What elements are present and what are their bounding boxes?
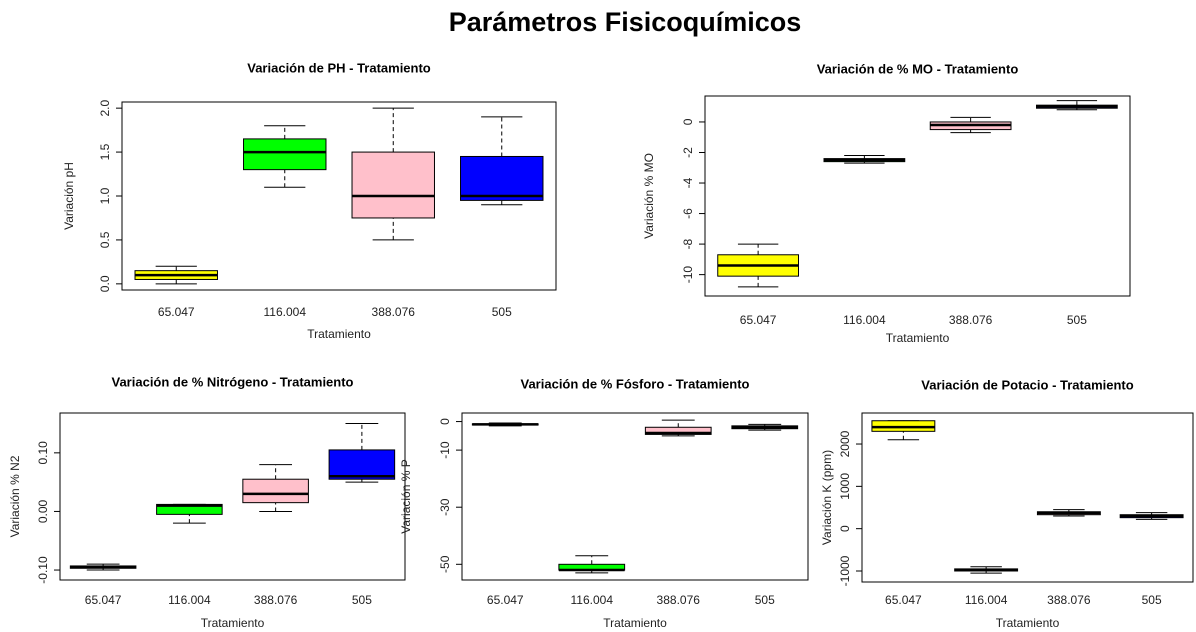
chart-title: Variación de % MO - Tratamiento xyxy=(817,61,1019,76)
y-tick-label: -6 xyxy=(681,208,695,219)
x-tick-label: 116.004 xyxy=(168,593,211,607)
y-tick-label: -1000 xyxy=(838,555,852,586)
y-tick-label: -50 xyxy=(438,555,452,573)
box xyxy=(460,155,544,201)
x-tick-label: 505 xyxy=(1142,593,1162,607)
x-axis-label: Tratamiento xyxy=(307,327,371,341)
x-axis-label: Tratamiento xyxy=(996,616,1060,630)
x-tick-label: 505 xyxy=(755,593,775,607)
plot-frame xyxy=(704,95,1131,297)
plot-frame xyxy=(461,412,809,581)
x-tick-label: 116.004 xyxy=(843,313,886,327)
y-tick-label: -10 xyxy=(681,266,695,284)
x-tick-label: 505 xyxy=(492,305,512,319)
y-axis-label: Variación % N2 xyxy=(8,455,22,537)
x-tick-label: 388.076 xyxy=(949,313,993,327)
y-tick-label: 0.00 xyxy=(36,499,50,523)
x-tick-label: 116.004 xyxy=(264,305,307,319)
x-axis-label: Tratamiento xyxy=(603,616,667,630)
box xyxy=(243,138,327,171)
plot-frame xyxy=(59,412,406,581)
x-tick-label: 505 xyxy=(1067,313,1087,327)
x-tick-label: 65.047 xyxy=(85,593,122,607)
y-axis-label: Variación pH xyxy=(62,162,76,230)
y-tick-label: -30 xyxy=(438,498,452,516)
x-tick-label: 116.004 xyxy=(965,593,1008,607)
y-tick-label: 0.10 xyxy=(36,441,50,465)
y-tick-label: -4 xyxy=(681,177,695,188)
y-tick-label: 0 xyxy=(438,418,452,425)
chart-title: Variación de Potacio - Tratamiento xyxy=(921,377,1133,392)
x-tick-label: 65.047 xyxy=(740,313,777,327)
y-tick-label: -2 xyxy=(681,147,695,158)
x-tick-label: 116.004 xyxy=(571,593,614,607)
y-axis-label: Variación % MO xyxy=(642,153,656,239)
box xyxy=(328,449,396,480)
x-tick-label: 388.076 xyxy=(1047,593,1091,607)
y-tick-label: 2000 xyxy=(838,430,852,457)
box xyxy=(644,426,712,435)
x-axis-label: Tratamiento xyxy=(201,616,265,630)
x-tick-label: 388.076 xyxy=(657,593,701,607)
y-tick-label: -10 xyxy=(438,441,452,459)
y-tick-label: 0 xyxy=(681,118,695,125)
y-tick-label: 2.0 xyxy=(98,99,112,116)
x-axis-label: Tratamiento xyxy=(886,331,950,345)
plot-frame xyxy=(861,412,1194,583)
y-axis-label: Variación % P xyxy=(399,459,413,533)
x-tick-label: 388.076 xyxy=(254,593,298,607)
y-tick-label: 1.0 xyxy=(98,187,112,204)
box xyxy=(242,478,309,504)
chart-title: Variación de PH - Tratamiento xyxy=(247,60,431,75)
chart-title: Variación de % Fósforo - Tratamiento xyxy=(521,376,750,391)
x-tick-label: 505 xyxy=(352,593,372,607)
x-tick-label: 65.047 xyxy=(885,593,922,607)
x-tick-label: 65.047 xyxy=(158,305,195,319)
y-tick-label: 0.5 xyxy=(98,231,112,248)
y-tick-label: 1000 xyxy=(838,473,852,500)
y-tick-label: -8 xyxy=(681,238,695,249)
y-axis-label: Variación K (ppm) xyxy=(820,450,834,545)
x-tick-label: 65.047 xyxy=(487,593,524,607)
y-tick-label: 1.5 xyxy=(98,143,112,160)
box xyxy=(351,151,435,219)
chart-title: Variación de % Nitrógeno - Tratamiento xyxy=(112,374,354,389)
main-title: Parámetros Fisicoquímicos xyxy=(449,7,802,37)
y-tick-label: 0 xyxy=(838,525,852,532)
y-tick-label: -0.10 xyxy=(36,556,50,584)
y-tick-label: 0.0 xyxy=(98,275,112,292)
x-tick-label: 388.076 xyxy=(372,305,416,319)
